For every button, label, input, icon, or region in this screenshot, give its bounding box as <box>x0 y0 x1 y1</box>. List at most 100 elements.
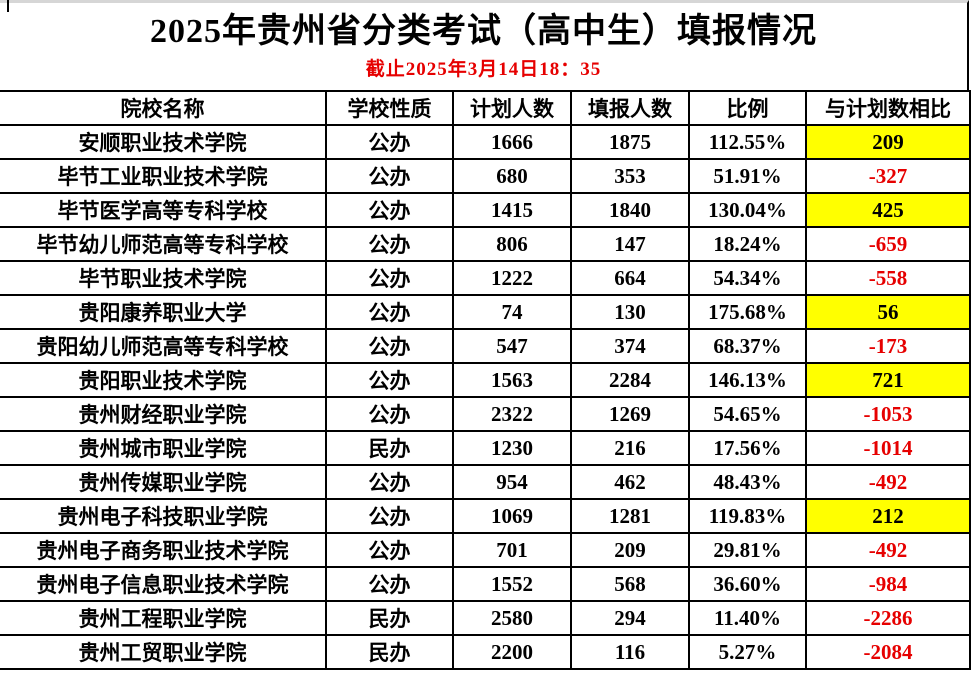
table-row: 贵阳幼儿师范高等专科学校 公办 547 374 68.37% -173 <box>0 328 971 364</box>
cell-ratio: 68.37% <box>688 328 807 364</box>
cell-applied-count: 116 <box>570 634 690 670</box>
cell-ratio: 130.04% <box>688 192 807 228</box>
cell-planned-count: 2200 <box>452 634 572 670</box>
cell-planned-count: 1666 <box>452 124 572 160</box>
cell-planned-count: 74 <box>452 294 572 330</box>
cell-school-name: 贵州电子科技职业学院 <box>0 498 327 534</box>
deadline-subtitle: 截止2025年3月14日18：35 <box>365 59 602 81</box>
cell-diff-vs-plan: -2286 <box>805 600 971 636</box>
cell-planned-count: 2322 <box>452 396 572 432</box>
column-header-diff-vs-plan: 与计划数相比 <box>805 90 971 126</box>
cell-school-type: 民办 <box>325 600 454 636</box>
cell-diff-vs-plan: 212 <box>805 498 971 534</box>
table-row: 贵州电子信息职业技术学院 公办 1552 568 36.60% -984 <box>0 566 971 602</box>
title-block: 2025年贵州省分类考试（高中生）填报情况 截止2025年3月14日18：35 <box>0 0 969 90</box>
cell-ratio: 54.34% <box>688 260 807 296</box>
cell-school-name: 贵阳幼儿师范高等专科学校 <box>0 328 327 364</box>
table-body: 安顺职业技术学院 公办 1666 1875 112.55% 209 毕节工业职业技术学院 公办… <box>0 124 971 670</box>
cell-school-type: 公办 <box>325 294 454 330</box>
cell-ratio: 17.56% <box>688 430 807 466</box>
cell-diff-vs-plan: -1014 <box>805 430 971 466</box>
cell-ratio: 36.60% <box>688 566 807 602</box>
cell-ratio: 51.91% <box>688 158 807 194</box>
cell-school-name: 毕节工业职业技术学院 <box>0 158 327 194</box>
cell-diff-vs-plan: -558 <box>805 260 971 296</box>
cell-planned-count: 701 <box>452 532 572 568</box>
table-row: 贵阳康养职业大学 公办 74 130 175.68% 56 <box>0 294 971 330</box>
cell-planned-count: 1069 <box>452 498 572 534</box>
table-row: 毕节工业职业技术学院 公办 680 353 51.91% -327 <box>0 158 971 194</box>
cell-planned-count: 2580 <box>452 600 572 636</box>
cell-school-name: 毕节幼儿师范高等专科学校 <box>0 226 327 262</box>
cell-applied-count: 1281 <box>570 498 690 534</box>
table-row: 贵州电子商务职业技术学院 公办 701 209 29.81% -492 <box>0 532 971 568</box>
cell-school-type: 公办 <box>325 158 454 194</box>
table-row: 安顺职业技术学院 公办 1666 1875 112.55% 209 <box>0 124 971 160</box>
cell-planned-count: 1230 <box>452 430 572 466</box>
cell-school-name: 贵阳康养职业大学 <box>0 294 327 330</box>
cell-school-name: 贵州电子商务职业技术学院 <box>0 532 327 568</box>
cell-diff-vs-plan: -173 <box>805 328 971 364</box>
cell-planned-count: 1563 <box>452 362 572 398</box>
cell-diff-vs-plan: -659 <box>805 226 971 262</box>
cell-school-type: 公办 <box>325 328 454 364</box>
cell-diff-vs-plan: -327 <box>805 158 971 194</box>
cell-applied-count: 209 <box>570 532 690 568</box>
page-title: 2025年贵州省分类考试（高中生）填报情况 <box>150 12 817 50</box>
column-header-school-type: 学校性质 <box>325 90 454 126</box>
cell-school-name: 贵州工贸职业学院 <box>0 634 327 670</box>
table-row: 贵州电子科技职业学院 公办 1069 1281 119.83% 212 <box>0 498 971 534</box>
cell-ratio: 29.81% <box>688 532 807 568</box>
cell-ratio: 112.55% <box>688 124 807 160</box>
cell-school-name: 安顺职业技术学院 <box>0 124 327 160</box>
table-row: 贵州工贸职业学院 民办 2200 116 5.27% -2084 <box>0 634 971 670</box>
cell-ratio: 146.13% <box>688 362 807 398</box>
cell-school-type: 公办 <box>325 362 454 398</box>
cell-applied-count: 374 <box>570 328 690 364</box>
top-left-border-tick <box>7 0 9 12</box>
cell-school-name: 贵州电子信息职业技术学院 <box>0 566 327 602</box>
cell-applied-count: 1840 <box>570 192 690 228</box>
cell-planned-count: 1552 <box>452 566 572 602</box>
cell-ratio: 54.65% <box>688 396 807 432</box>
cell-planned-count: 954 <box>452 464 572 500</box>
cell-applied-count: 147 <box>570 226 690 262</box>
table-row: 贵州工程职业学院 民办 2580 294 11.40% -2286 <box>0 600 971 636</box>
cell-applied-count: 216 <box>570 430 690 466</box>
cell-diff-vs-plan: 425 <box>805 192 971 228</box>
cell-school-type: 公办 <box>325 226 454 262</box>
cell-ratio: 5.27% <box>688 634 807 670</box>
table-row: 毕节职业技术学院 公办 1222 664 54.34% -558 <box>0 260 971 296</box>
cell-school-type: 公办 <box>325 396 454 432</box>
column-header-planned-count: 计划人数 <box>452 90 572 126</box>
cell-diff-vs-plan: 56 <box>805 294 971 330</box>
cell-school-name: 贵州财经职业学院 <box>0 396 327 432</box>
cell-school-type: 公办 <box>325 260 454 296</box>
cell-school-type: 公办 <box>325 498 454 534</box>
cell-school-name: 贵州城市职业学院 <box>0 430 327 466</box>
cell-school-name: 贵州传媒职业学院 <box>0 464 327 500</box>
cell-applied-count: 130 <box>570 294 690 330</box>
cell-school-name: 毕节职业技术学院 <box>0 260 327 296</box>
table-row: 贵州财经职业学院 公办 2322 1269 54.65% -1053 <box>0 396 971 432</box>
cell-planned-count: 680 <box>452 158 572 194</box>
cell-school-type: 公办 <box>325 124 454 160</box>
cell-applied-count: 294 <box>570 600 690 636</box>
cell-planned-count: 1415 <box>452 192 572 228</box>
cell-ratio: 119.83% <box>688 498 807 534</box>
column-header-ratio: 比例 <box>688 90 807 126</box>
cell-diff-vs-plan: -492 <box>805 532 971 568</box>
cell-applied-count: 353 <box>570 158 690 194</box>
cell-school-type: 民办 <box>325 634 454 670</box>
column-header-applied-count: 填报人数 <box>570 90 690 126</box>
cell-diff-vs-plan: -984 <box>805 566 971 602</box>
cell-diff-vs-plan: -492 <box>805 464 971 500</box>
cell-school-type: 民办 <box>325 430 454 466</box>
cell-school-type: 公办 <box>325 566 454 602</box>
cell-planned-count: 547 <box>452 328 572 364</box>
cell-school-name: 毕节医学高等专科学校 <box>0 192 327 228</box>
table-row: 贵阳职业技术学院 公办 1563 2284 146.13% 721 <box>0 362 971 398</box>
column-header-school-name: 院校名称 <box>0 90 327 126</box>
cell-school-name: 贵阳职业技术学院 <box>0 362 327 398</box>
